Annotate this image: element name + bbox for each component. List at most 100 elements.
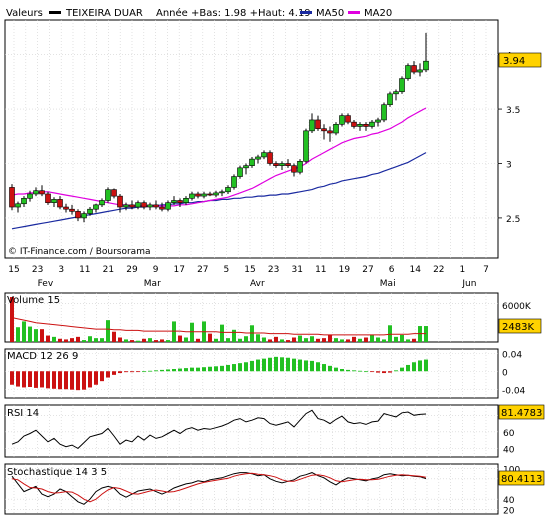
volume-bar [346, 339, 350, 342]
candle-down [45, 193, 51, 203]
stochastic-tick-label: 100 [503, 466, 520, 476]
date-tick-label: 31 [291, 265, 302, 275]
macd-bar [214, 366, 218, 372]
volume-bar [130, 340, 134, 342]
volume-bar [58, 338, 62, 342]
price-y-axis: 43.532.5 [498, 52, 520, 225]
candle-up [33, 190, 39, 195]
candle-down [345, 115, 351, 123]
candle-up [99, 200, 105, 206]
macd-bar [400, 367, 404, 372]
volume-bar [352, 336, 356, 342]
candle-down [321, 128, 327, 132]
price-grid [5, 20, 498, 258]
candle-up [165, 202, 171, 210]
copyright: © IT-Finance.com / Boursorama [8, 247, 150, 257]
date-tick-label: 23 [268, 265, 279, 275]
candle-up [201, 193, 207, 197]
candle-up [375, 119, 381, 123]
volume-bar [70, 338, 74, 342]
candle-up [381, 104, 387, 121]
macd-bar [178, 368, 182, 372]
rsi-panel-frame [4, 404, 499, 458]
volume-tick: 6000K [502, 302, 532, 312]
macd-bar [322, 364, 326, 372]
macd-bar [64, 371, 68, 390]
date-tick-label: 14 [409, 265, 421, 275]
macd-bar [262, 358, 266, 372]
candle-down [159, 206, 165, 210]
macd-bar [28, 371, 32, 387]
candle-up [225, 187, 231, 193]
candle-down [117, 195, 123, 208]
macd-bar [388, 371, 392, 373]
rsi-title: RSI 14 [7, 408, 39, 419]
candle-up [417, 69, 423, 73]
volume-bar [262, 337, 266, 342]
volume-bar [358, 338, 362, 342]
macd-bar [196, 367, 200, 372]
volume-bar [184, 337, 188, 342]
macd-bar [82, 371, 86, 390]
candle-up [135, 202, 141, 208]
rsi-line [11, 409, 427, 450]
volume-bar [136, 340, 140, 342]
candle-up [231, 176, 237, 188]
macd-bar [220, 365, 224, 372]
volume-bar [244, 336, 248, 342]
macd-title: MACD 12 26 9 [7, 351, 78, 362]
volume-bar [394, 336, 398, 342]
volume-bar [232, 329, 236, 342]
date-tick-label: 11 [315, 265, 326, 275]
macd-bar [274, 356, 278, 372]
volume-bar [40, 329, 44, 342]
volume-bar [154, 340, 158, 342]
volume-bar [46, 335, 50, 342]
macd-bar [118, 371, 122, 374]
candle-up [243, 165, 249, 169]
ma20-line [11, 107, 427, 207]
date-tick-label: 3 [58, 265, 64, 275]
candle-down [267, 152, 273, 164]
month-label: Mai [380, 279, 396, 289]
candle-up [399, 78, 405, 92]
volume-bar [118, 337, 122, 342]
date-tick-label: 23 [32, 265, 43, 275]
macd-bar [88, 371, 92, 388]
macd-tick-label: 0.04 [502, 350, 522, 360]
volume-bar [280, 339, 284, 342]
candle-up [297, 161, 303, 173]
date-tick-label: 19 [339, 265, 351, 275]
volume-panel: Volume 15 6000K 2483K [4, 292, 542, 343]
volume-grid [5, 293, 498, 342]
volume-bar [250, 325, 254, 342]
valeurs-label: Valeurs [6, 8, 43, 19]
candle-down [291, 165, 297, 173]
macd-bar [412, 362, 416, 372]
volume-bar [22, 321, 26, 342]
macd-bar [232, 364, 236, 372]
symbol-name: TEIXEIRA DUAR [65, 8, 143, 19]
candle-up [393, 91, 399, 95]
candle-up [309, 119, 315, 132]
volume-bar [238, 338, 242, 342]
ma20-legend-swatch [348, 11, 360, 14]
candle-down [69, 208, 75, 212]
macd-bar [184, 368, 188, 372]
candle-up [87, 208, 93, 214]
macd-bar [298, 359, 302, 372]
price-panel-frame [4, 19, 499, 259]
macd-bar [406, 364, 410, 372]
macd-bar [40, 371, 44, 388]
candle-down [327, 130, 333, 134]
rsi-panel: RSI 14 60 40 81.4783 [4, 404, 545, 458]
volume-bar [304, 338, 308, 342]
volume-average-line [11, 317, 426, 336]
volume-bar [220, 324, 224, 342]
volume-bar [196, 338, 200, 342]
macd-bar [94, 371, 98, 385]
macd-bar [424, 359, 428, 372]
macd-bar [358, 370, 362, 372]
macd-bar [370, 371, 374, 373]
